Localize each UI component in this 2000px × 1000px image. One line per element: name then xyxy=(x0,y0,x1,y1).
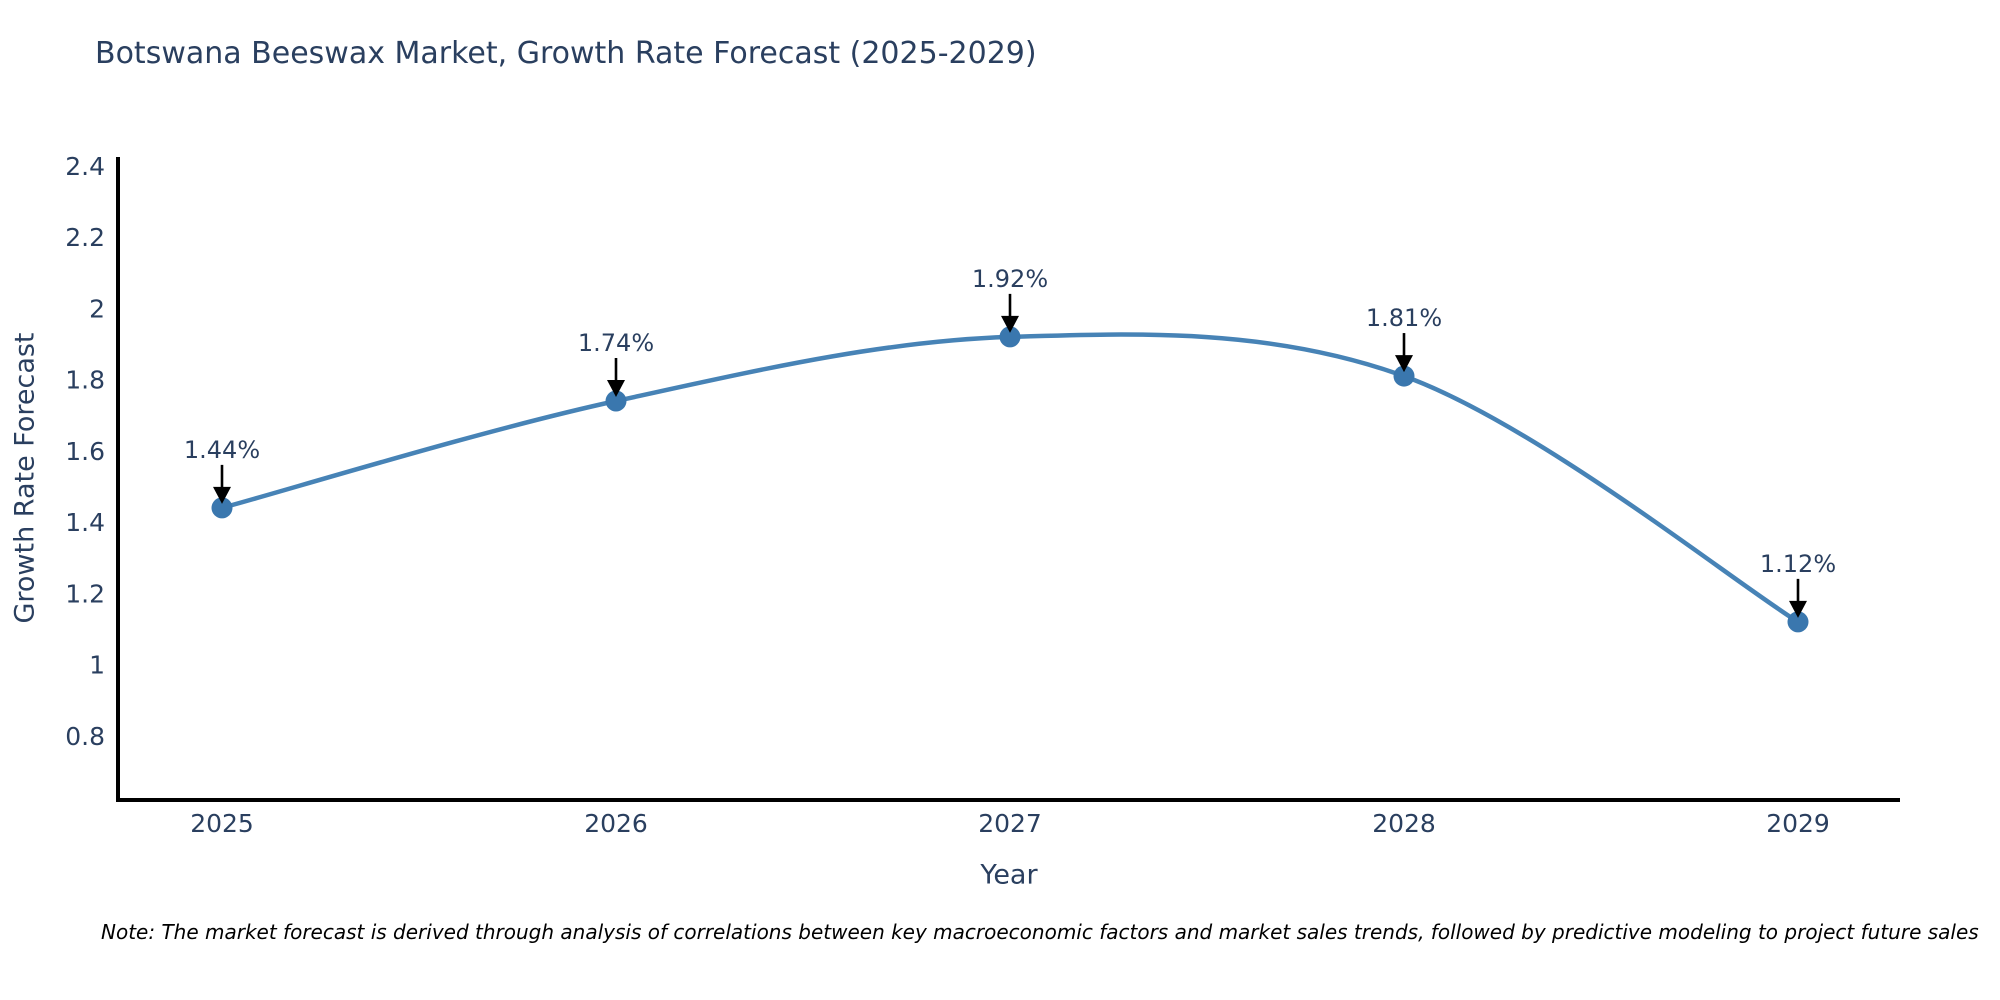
chart-title: Botswana Beeswax Market, Growth Rate For… xyxy=(95,36,1037,71)
x-tick-label: 2026 xyxy=(584,809,648,838)
data-point-marker xyxy=(605,390,627,412)
annotation-arrowhead-icon xyxy=(1001,315,1019,333)
point-label: 1.81% xyxy=(1366,304,1442,332)
annotation-arrowhead-icon xyxy=(607,380,625,397)
annotation-arrowhead-icon xyxy=(213,486,231,504)
x-tick-label: 2025 xyxy=(190,809,254,838)
point-label: 1.12% xyxy=(1760,550,1836,578)
x-tick-label: 2028 xyxy=(1372,809,1436,838)
y-tick-label: 1.6 xyxy=(65,437,105,466)
annotation-arrowhead-icon xyxy=(1395,355,1413,373)
y-tick-label: 1.4 xyxy=(65,508,105,537)
y-axis-title: Growth Rate Forecast xyxy=(9,332,41,624)
x-tick-label: 2029 xyxy=(1766,809,1830,838)
data-point-marker xyxy=(211,497,233,519)
y-tick-label: 1 xyxy=(89,651,105,680)
x-axis-title: Year xyxy=(980,859,1038,891)
y-tick-label: 2.4 xyxy=(65,152,105,181)
point-label: 1.74% xyxy=(578,329,654,357)
y-tick-label: 0.8 xyxy=(65,722,105,751)
footnote: Note: The market forecast is derived thr… xyxy=(101,920,1979,944)
y-tick-label: 1.8 xyxy=(65,366,105,395)
y-tick-label: 2.2 xyxy=(65,223,105,252)
data-point-marker xyxy=(1787,611,1809,633)
point-label: 1.92% xyxy=(972,265,1048,293)
y-tick-label: 1.2 xyxy=(65,579,105,608)
point-label: 1.44% xyxy=(184,436,260,464)
data-point-marker xyxy=(999,326,1021,348)
data-point-marker xyxy=(1393,365,1415,387)
y-tick-label: 2 xyxy=(89,294,105,323)
annotation-arrowhead-icon xyxy=(1789,600,1807,618)
x-tick-label: 2027 xyxy=(978,809,1042,838)
forecast-line xyxy=(219,332,1801,625)
